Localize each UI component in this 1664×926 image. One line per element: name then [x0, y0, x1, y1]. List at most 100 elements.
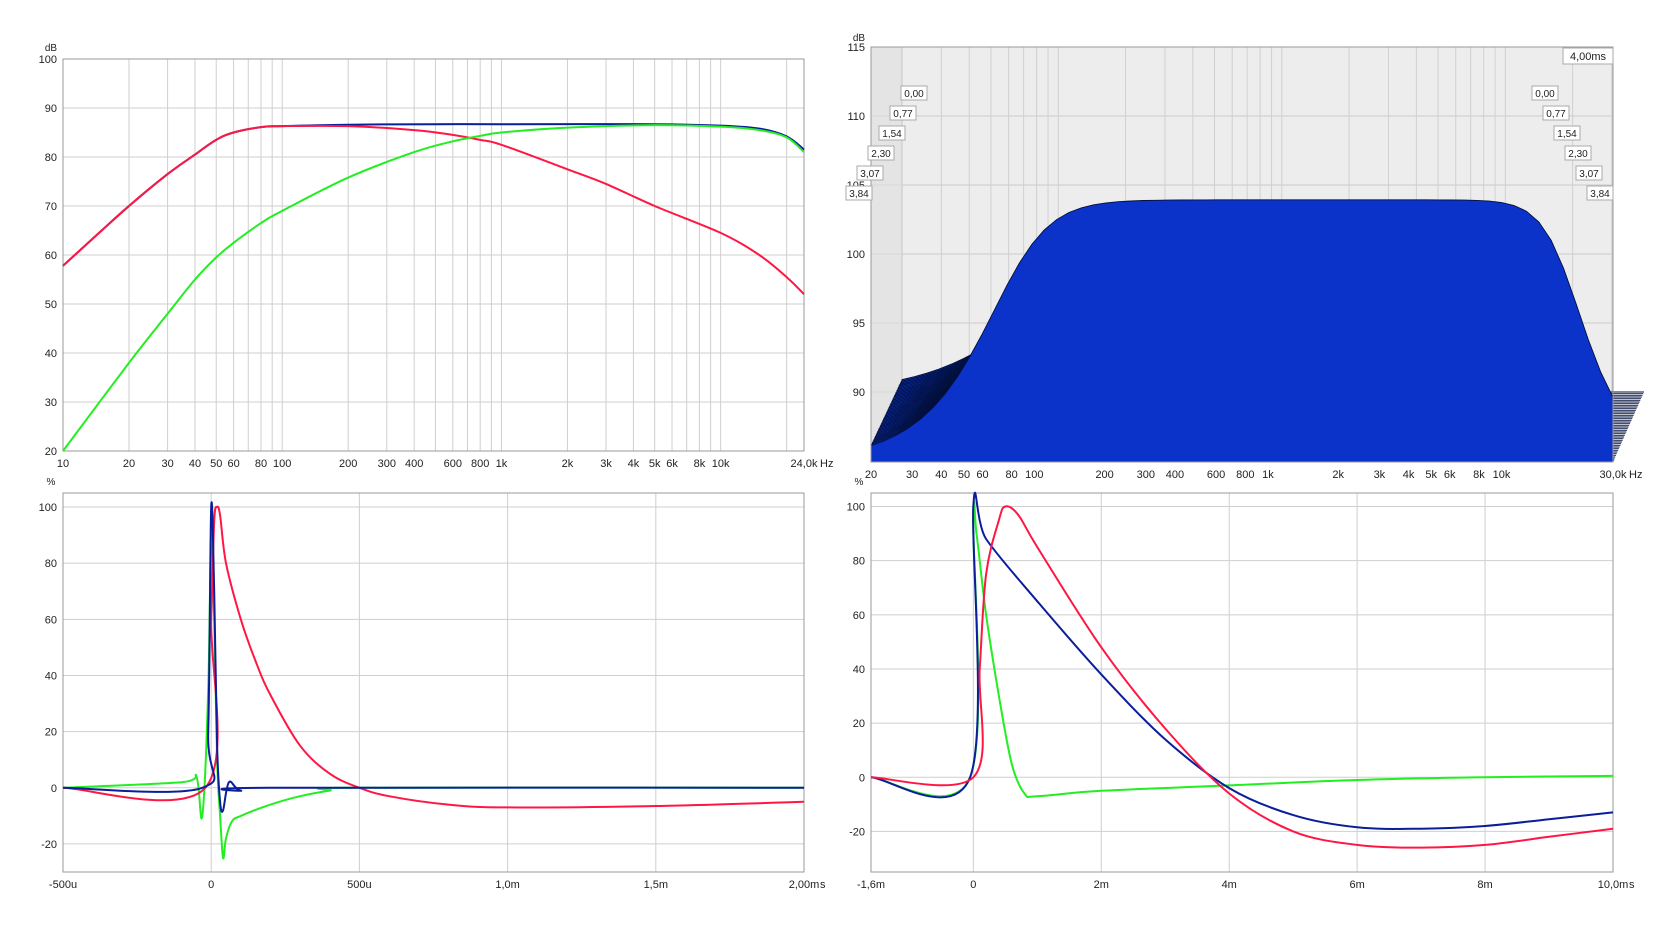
plot-area: [63, 493, 804, 872]
slice-label-right: 0,00: [1535, 89, 1555, 100]
series-line-1: [62, 124, 805, 295]
slice-label-left: 0,77: [893, 109, 913, 120]
x-tick-label: 400: [405, 458, 423, 470]
y-tick-label: 20: [45, 727, 57, 739]
x-tick-label: -500u: [49, 879, 77, 891]
y-tick-label: 115: [847, 42, 865, 54]
x-tick-label: 4k: [628, 458, 640, 470]
x-tick-label: 80: [255, 458, 267, 470]
x-tick-label: 40: [935, 469, 947, 481]
x-tick-label: 200: [1095, 469, 1113, 481]
slice-label-right-box: [1586, 185, 1614, 201]
x-tick-label: 1,0m: [495, 879, 519, 891]
x-axis-unit: Hz: [1629, 469, 1642, 481]
x-tick-label: 2k: [1332, 469, 1344, 481]
slice-label-right-box: [1575, 165, 1603, 181]
slice-label-right-box: [1531, 85, 1559, 101]
slice-label-left: 2,30: [871, 149, 891, 160]
x-tick-label: 600: [1207, 469, 1225, 481]
slice-label-left: 3,84: [849, 189, 869, 200]
x-tick-label: 0: [970, 879, 976, 891]
time-label-frame: [1562, 47, 1614, 65]
slice-label-left: 1,54: [882, 129, 902, 140]
y-tick-label: 100: [39, 502, 57, 514]
waterfall-slice: [870, 199, 1614, 463]
x-tick-label: 24,0k: [791, 458, 818, 470]
y-axis-label: %: [855, 477, 864, 488]
x-tick-label: 6k: [1444, 469, 1456, 481]
x-tick-label: 2k: [562, 458, 574, 470]
x-axis-unit: s: [820, 879, 826, 891]
slice-label-right: 1,54: [1557, 129, 1577, 140]
x-tick-label: 8k: [1473, 469, 1485, 481]
x-axis-unit: s: [1629, 879, 1635, 891]
x-tick-label: 1,5m: [644, 879, 668, 891]
slice-label-left-box: [867, 145, 895, 161]
x-tick-label: 20: [865, 469, 877, 481]
x-tick-label: 0: [208, 879, 214, 891]
x-tick-label: 2,00m: [789, 879, 820, 891]
x-tick-label: 30: [906, 469, 918, 481]
y-tick-label: 90: [853, 387, 865, 399]
y-tick-label: 80: [853, 556, 865, 568]
x-tick-label: 600: [444, 458, 462, 470]
x-tick-label: 50: [210, 458, 222, 470]
x-axis-unit: Hz: [820, 458, 833, 470]
x-tick-label: 500u: [347, 879, 371, 891]
x-tick-label: 10,0m: [1598, 879, 1629, 891]
slice-label-right: 0,77: [1546, 109, 1566, 120]
slice-label-left-box: [845, 185, 873, 201]
waterfall-csd-chart: 9095100105110115203040506080100200300400…: [845, 33, 1644, 481]
time-label: 4,00ms: [1570, 51, 1607, 63]
x-tick-label: 4m: [1222, 879, 1237, 891]
y-tick-label: -20: [41, 839, 57, 851]
x-tick-label: 8m: [1477, 879, 1492, 891]
x-tick-label: 50: [958, 469, 970, 481]
x-tick-label: 30,0k: [1600, 469, 1627, 481]
y-tick-label: 60: [45, 614, 57, 626]
slice-label-right-box: [1553, 125, 1581, 141]
x-tick-label: 1k: [496, 458, 508, 470]
x-tick-label: 10k: [1493, 469, 1511, 481]
y-tick-label: -20: [849, 826, 865, 838]
y-tick-label: 60: [45, 250, 57, 262]
x-tick-label: 5k: [1425, 469, 1437, 481]
y-axis-label: %: [47, 477, 56, 488]
y-tick-label: 0: [859, 772, 865, 784]
y-tick-label: 110: [847, 111, 865, 123]
slice-label-right-box: [1564, 145, 1592, 161]
impulse-response-chart: -20 0 20 40 60 80 100 -500u 0 500u 1,0m 1,5m 2,00m s%: [39, 477, 826, 891]
x-tick-label: 300: [378, 458, 396, 470]
series-line-2: [62, 124, 805, 452]
x-tick-label: 300: [1137, 469, 1155, 481]
x-tick-label: 2m: [1094, 879, 1109, 891]
x-tick-label: 200: [339, 458, 357, 470]
slice-label-left: 3,07: [860, 169, 880, 180]
slice-label-left-box: [889, 105, 917, 121]
y-tick-label: 80: [45, 152, 57, 164]
plot-area: [871, 493, 1613, 872]
y-tick-label: 100: [847, 249, 865, 261]
slice-label-left-box: [856, 165, 884, 181]
y-tick-label: 100: [847, 502, 865, 514]
x-tick-label: 800: [471, 458, 489, 470]
y-tick-label: 20: [853, 718, 865, 730]
time-label-box: 4,00ms: [1562, 47, 1614, 65]
y-tick-label: 30: [45, 397, 57, 409]
slice-label-right: 3,07: [1579, 169, 1599, 180]
series-line-2: [62, 501, 805, 813]
slice-label-left-box: [878, 125, 906, 141]
x-tick-label: 30: [161, 458, 173, 470]
series-line-0: [62, 532, 805, 860]
slice-label-left: 0,00: [904, 89, 924, 100]
y-tick-label: 70: [45, 201, 57, 213]
series-line-1: [62, 505, 805, 809]
y-tick-label: 60: [853, 610, 865, 622]
x-tick-label: 4k: [1403, 469, 1415, 481]
slice-label-right: 3,84: [1590, 189, 1610, 200]
x-tick-label: 8k: [694, 458, 706, 470]
y-tick-label: 40: [45, 348, 57, 360]
x-tick-label: 800: [1236, 469, 1254, 481]
